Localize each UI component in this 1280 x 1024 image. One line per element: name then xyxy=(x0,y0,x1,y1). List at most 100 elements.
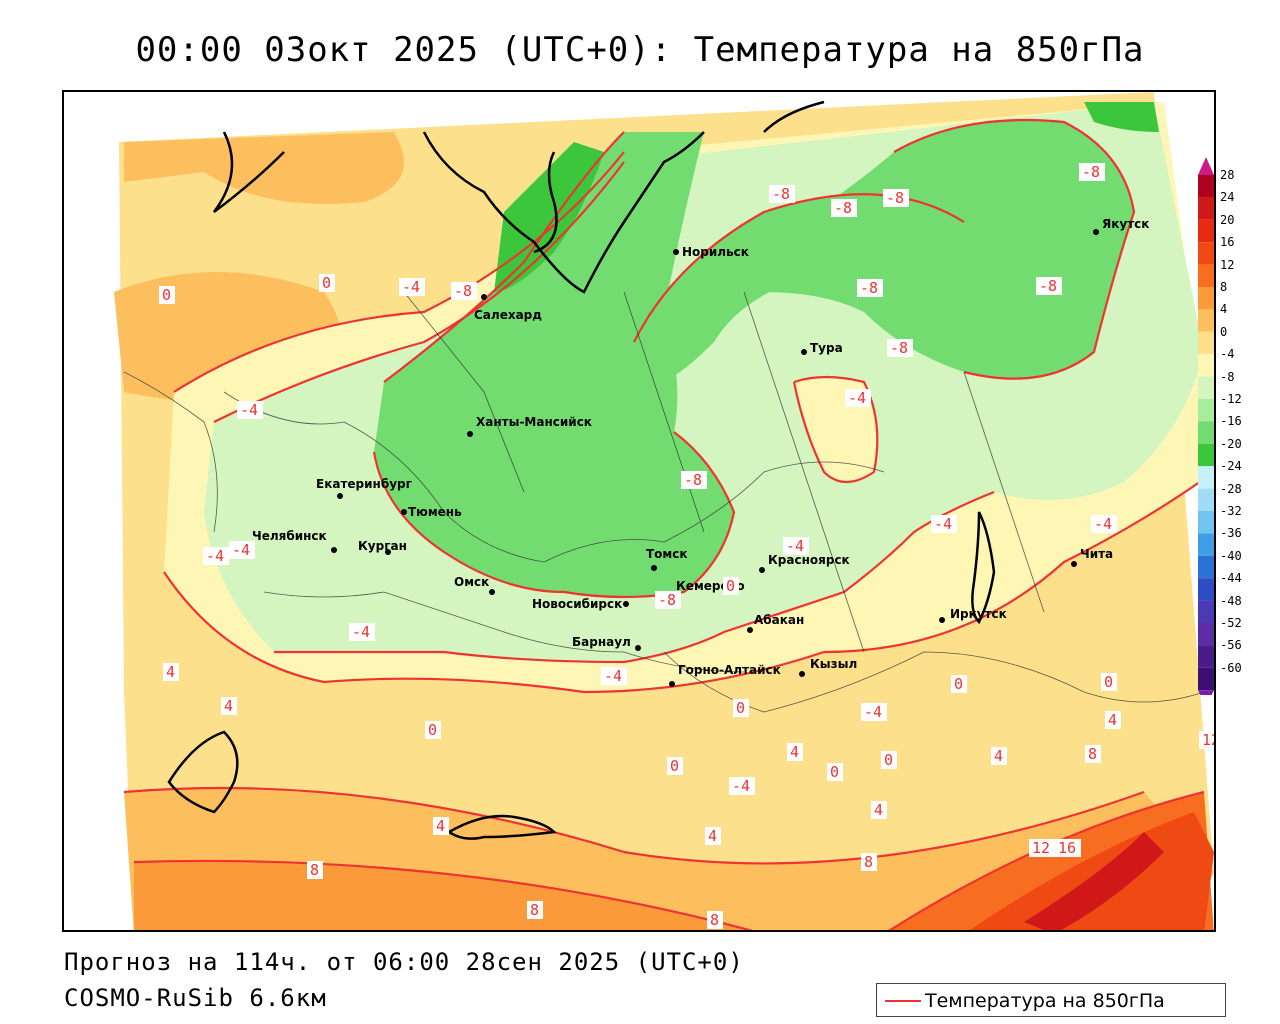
isotherm-value-label: -8 xyxy=(1082,163,1100,181)
isotherm-value-label: -4 xyxy=(732,777,750,795)
colorbar-swatch xyxy=(1198,533,1214,556)
city-dot xyxy=(385,549,391,555)
map-area[interactable]: Салехард Норильск Якутск Тура Ханты-Мансийск… xyxy=(62,90,1216,932)
isotherm-label-bg xyxy=(861,703,887,721)
colorbar-swatch xyxy=(1198,623,1214,646)
city-dot xyxy=(673,249,679,255)
city-dot xyxy=(747,627,753,633)
cold-airmass-fields xyxy=(164,102,1214,692)
colorbar-bottom-arrow xyxy=(1198,690,1214,695)
isotherm-value-label: -4 xyxy=(848,389,866,407)
isotherm-label-bg xyxy=(527,901,543,919)
colorbar-swatch xyxy=(1198,466,1214,489)
isotherm-label-bg xyxy=(667,757,683,775)
temperature-map[interactable]: Салехард Норильск Якутск Тура Ханты-Мансийск… xyxy=(64,92,1216,932)
isotherm-label-bg xyxy=(931,515,957,533)
isotherm-label-bg xyxy=(1029,839,1055,857)
colorbar-tick-label: -24 xyxy=(1220,459,1242,474)
colorbar-swatch xyxy=(1198,175,1214,198)
isotherm-value-label: 4 xyxy=(1108,711,1117,729)
colorbar-swatch xyxy=(1198,555,1214,579)
isotherm-label-bg xyxy=(831,199,857,217)
isotherm-label-bg xyxy=(221,697,237,715)
city-dot xyxy=(623,601,629,607)
colorbar-swatch xyxy=(1198,421,1214,444)
colorbar-swatch xyxy=(1198,219,1214,243)
isotherm-label-bg xyxy=(399,278,425,296)
colorbar-tick-label: -48 xyxy=(1220,593,1242,608)
isotherm-label-bg xyxy=(723,577,739,595)
isotherm-value-label: 0 xyxy=(726,577,735,595)
colorbar-tick-label: 12 xyxy=(1220,257,1235,272)
colorbar-tick-label: -12 xyxy=(1220,392,1242,406)
isotherm-value-label: 0 xyxy=(884,751,893,769)
colorbar-swatch xyxy=(1198,242,1214,265)
colorbar-swatch xyxy=(1198,287,1214,310)
map-title: 00:00 03окт 2025 (UTC+0): Температура на… xyxy=(135,30,1145,70)
city-dot xyxy=(651,565,657,571)
isotherm-value-labels: 0 -4 -8 -8 -8 -8 -8 -8 -8 -8 -8 0 -4 -4 -4 -4 -4 -4 -4 -4 4 4… xyxy=(159,163,1214,929)
isotherm-label-bg xyxy=(203,547,229,565)
colorbar-swatch xyxy=(1198,578,1214,601)
isotherm-value-label: -4 xyxy=(352,623,370,641)
isotherm-label-bg xyxy=(787,743,803,761)
city-dot xyxy=(481,294,487,300)
colorbar-tick-label: 28 xyxy=(1220,168,1235,182)
colorbar-swatch xyxy=(1198,399,1214,422)
isotherm-value-label: -8 xyxy=(834,199,852,217)
isotherm-value-label: -4 xyxy=(206,547,224,565)
city-label: Тюмень xyxy=(408,505,462,519)
isotherm-label-bg xyxy=(229,541,255,559)
colorbar-tick-label: -36 xyxy=(1220,526,1242,541)
isotherm-value-label: 8 xyxy=(310,861,319,879)
colorbar-swatch xyxy=(1198,309,1214,332)
colorbar-tick-label: -44 xyxy=(1220,571,1242,586)
isotherm-label-bg xyxy=(827,763,843,781)
isotherm-label-bg xyxy=(163,663,179,681)
isotherm-value-label: 0 xyxy=(1104,673,1113,691)
city-dot xyxy=(759,567,765,573)
colorbar-tick-label: -8 xyxy=(1220,369,1235,384)
colorbar-swatch xyxy=(1198,331,1214,355)
isotherm-label-bg xyxy=(705,827,721,845)
colorbar-tick-label: -28 xyxy=(1220,481,1242,496)
isotherm-value-label: 16 xyxy=(1058,839,1076,857)
city-label: Томск xyxy=(646,547,688,561)
isotherm-label-bg xyxy=(871,801,887,819)
isotherm-value-label: -4 xyxy=(864,703,882,721)
city-dot xyxy=(801,349,807,355)
isotherm-label-bg xyxy=(883,189,909,207)
isotherm-label-bg xyxy=(1055,839,1081,857)
isotherm-value-label: 4 xyxy=(874,801,883,819)
isotherm-value-label: -8 xyxy=(1039,277,1057,295)
isotherm-label-bg xyxy=(1101,673,1117,691)
isotherm-value-label: 0 xyxy=(322,274,331,292)
isotherm-value-label: -4 xyxy=(604,667,622,685)
city-label: Иркутск xyxy=(950,607,1007,621)
isotherm-label-bg xyxy=(881,751,897,769)
colorbar-tick-label: -40 xyxy=(1220,548,1242,563)
isotherm-label-bg xyxy=(951,675,967,693)
isotherm-value-label: -4 xyxy=(934,515,952,533)
colorbar-swatch xyxy=(1198,443,1214,467)
isotherm-label-bg xyxy=(887,339,913,357)
isotherm-value-label: 4 xyxy=(708,827,717,845)
isotherm-value-label: -8 xyxy=(454,282,472,300)
isotherm-value-label: -4 xyxy=(232,541,250,559)
isotherm-label-bg xyxy=(451,282,477,300)
colorbar-tick-label: -60 xyxy=(1220,660,1242,675)
city-label: Омск xyxy=(454,575,489,589)
isotherm-label-bg xyxy=(783,537,809,555)
isotherm-value-label: 0 xyxy=(670,757,679,775)
isotherm-value-label: 4 xyxy=(224,697,233,715)
colorbar-tick-label: 24 xyxy=(1220,190,1235,205)
isotherm-value-label: -8 xyxy=(772,185,790,203)
colorbar-top-arrow xyxy=(1198,157,1214,175)
colorbar-tick-label: -32 xyxy=(1220,504,1242,518)
city-label: Челябинск xyxy=(252,529,327,543)
city-dot xyxy=(799,671,805,677)
isotherm-value-label: -4 xyxy=(786,537,804,555)
isotherm-label-bg xyxy=(729,777,755,795)
isotherm-label-bg xyxy=(1199,731,1214,749)
colorbar-swatch xyxy=(1198,667,1214,691)
